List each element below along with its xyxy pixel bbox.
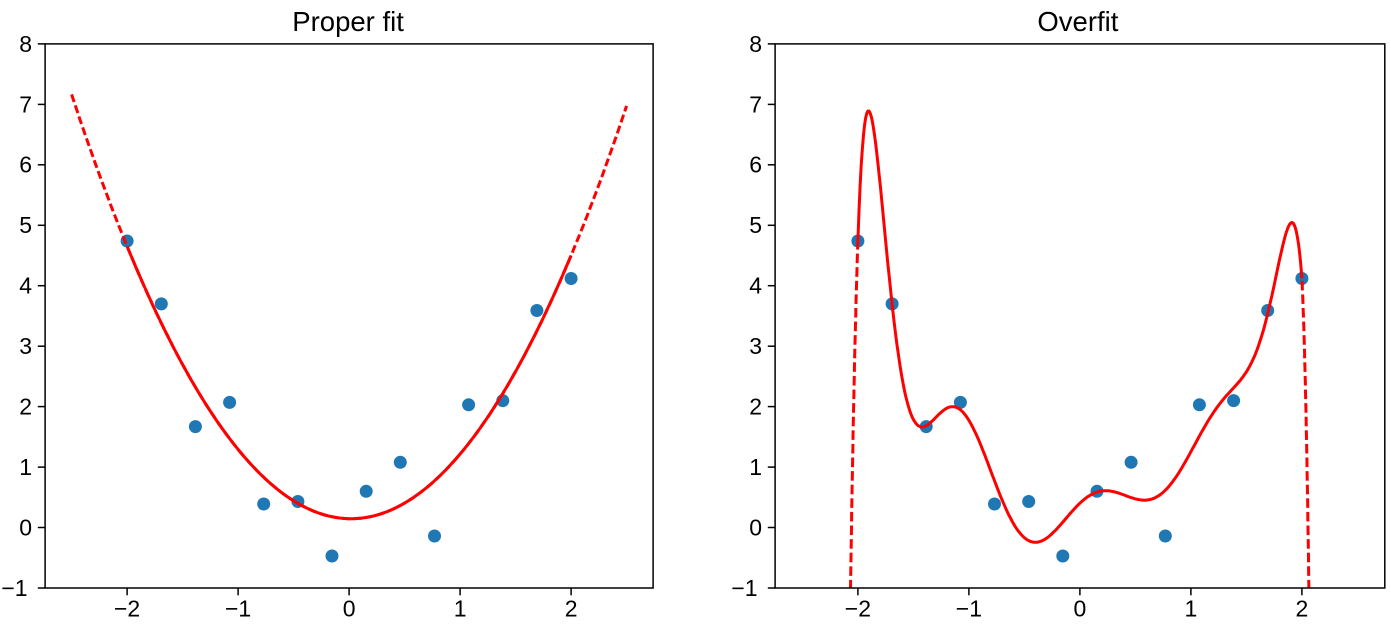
- svg-text:−1: −1: [225, 595, 251, 621]
- svg-text:−2: −2: [114, 595, 140, 621]
- svg-text:2: 2: [1296, 595, 1309, 621]
- svg-text:7: 7: [749, 91, 762, 117]
- svg-text:−1: −1: [956, 595, 982, 621]
- svg-text:0: 0: [749, 514, 762, 540]
- svg-text:0: 0: [19, 514, 32, 540]
- svg-text:7: 7: [19, 91, 32, 117]
- svg-text:1: 1: [749, 454, 762, 480]
- svg-text:1: 1: [19, 454, 32, 480]
- svg-text:−2: −2: [845, 595, 871, 621]
- svg-text:1: 1: [1185, 595, 1198, 621]
- svg-text:−1: −1: [1, 575, 27, 601]
- svg-text:Overfit: Overfit: [1037, 6, 1118, 37]
- svg-text:0: 0: [1074, 595, 1087, 621]
- svg-text:0: 0: [343, 595, 356, 621]
- svg-text:6: 6: [749, 152, 762, 178]
- svg-text:5: 5: [19, 212, 32, 238]
- svg-text:2: 2: [19, 394, 32, 420]
- svg-text:3: 3: [749, 333, 762, 359]
- svg-text:8: 8: [749, 31, 762, 57]
- svg-text:5: 5: [749, 212, 762, 238]
- svg-text:Proper fit: Proper fit: [292, 6, 404, 37]
- svg-text:−1: −1: [731, 575, 757, 601]
- svg-text:3: 3: [19, 333, 32, 359]
- svg-text:1: 1: [454, 595, 467, 621]
- svg-text:6: 6: [19, 152, 32, 178]
- svg-text:2: 2: [749, 394, 762, 420]
- svg-text:4: 4: [749, 273, 762, 299]
- svg-text:8: 8: [19, 31, 32, 57]
- svg-text:2: 2: [565, 595, 578, 621]
- svg-text:4: 4: [19, 273, 32, 299]
